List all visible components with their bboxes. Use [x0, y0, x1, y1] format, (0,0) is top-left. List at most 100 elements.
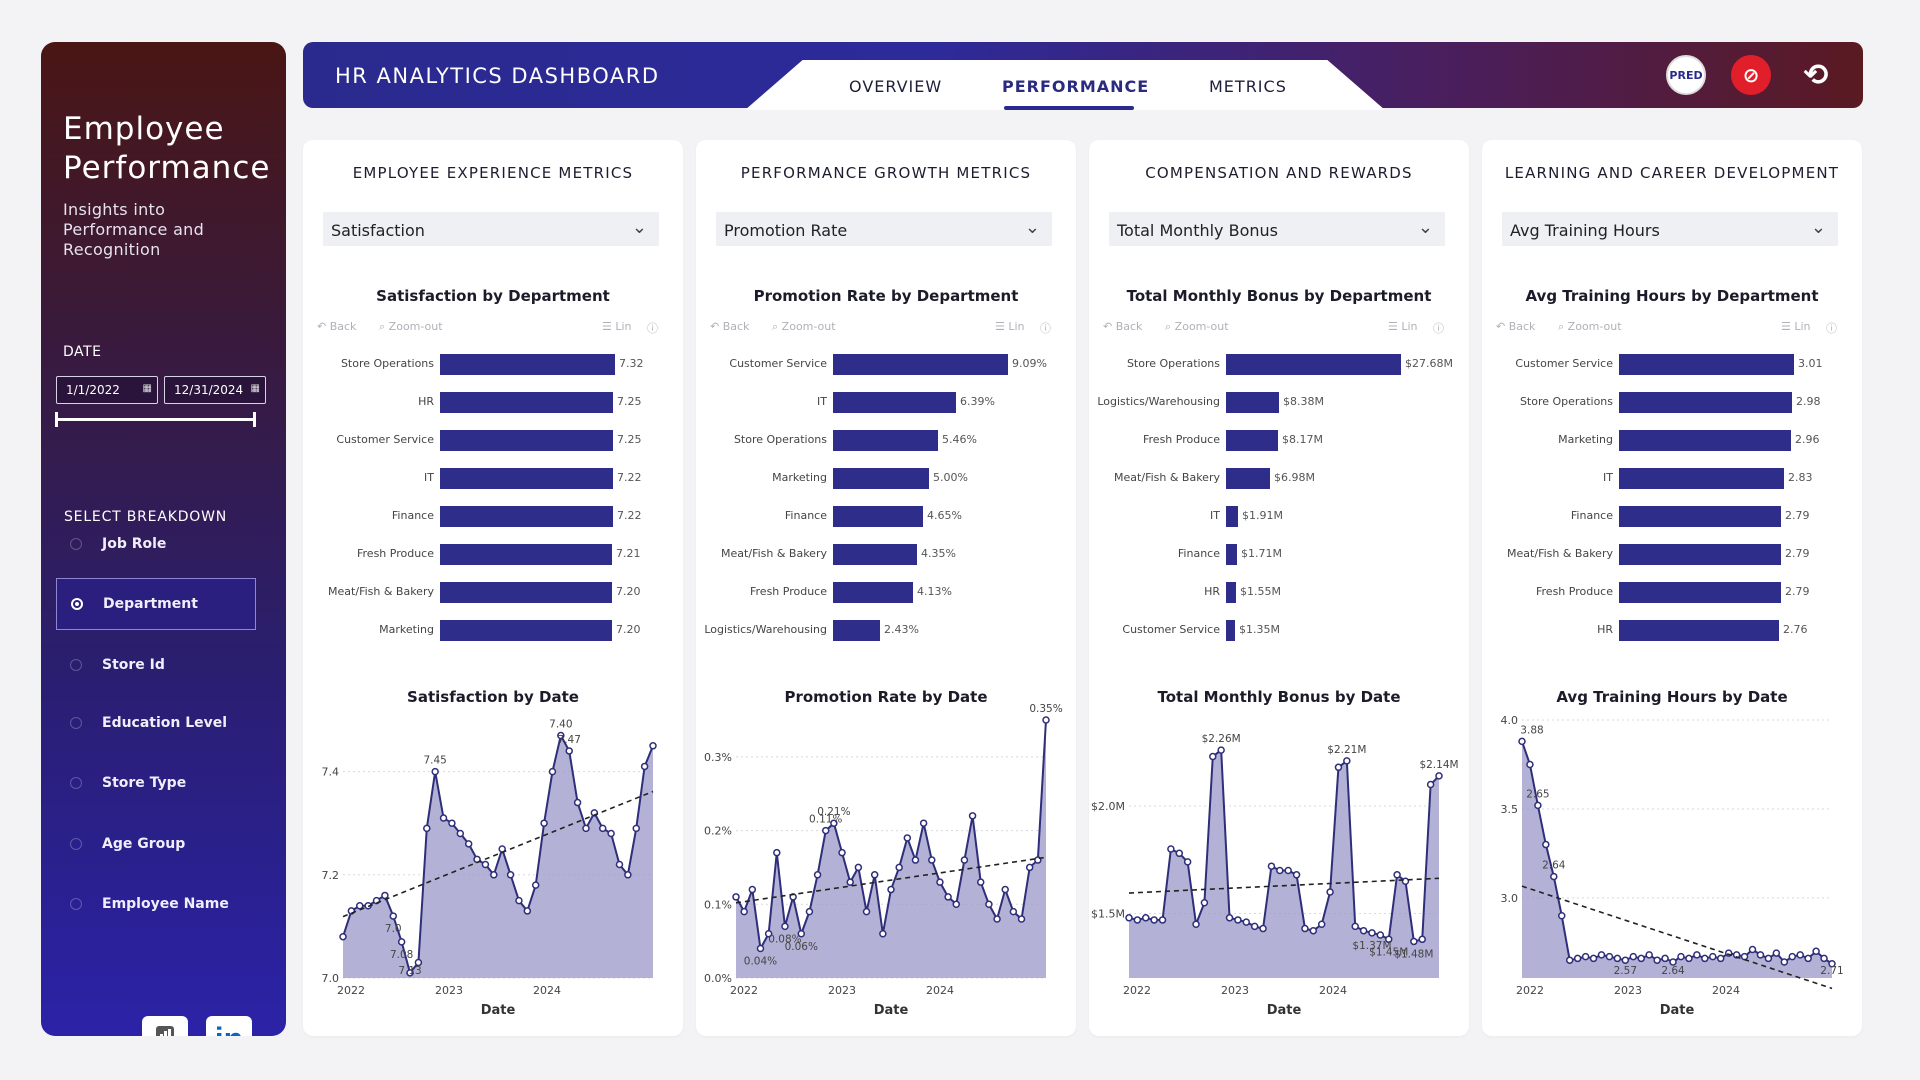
powerbi-icon[interactable]: PRED — [1666, 55, 1706, 95]
data-point[interactable] — [1605, 952, 1614, 961]
data-point[interactable] — [903, 834, 912, 842]
data-point[interactable] — [1334, 763, 1343, 772]
data-point[interactable] — [1284, 866, 1292, 875]
data-point[interactable] — [1142, 914, 1150, 922]
bar[interactable] — [1619, 468, 1784, 489]
bar[interactable] — [1619, 544, 1781, 565]
radio-button[interactable] — [70, 777, 82, 789]
tab-overview[interactable]: OVERVIEW — [849, 77, 943, 96]
data-point[interactable] — [607, 829, 615, 838]
data-point[interactable] — [1259, 924, 1267, 933]
bar[interactable] — [440, 506, 613, 527]
metric-dropdown[interactable]: Promotion Rate ⌄ — [716, 212, 1052, 246]
bar[interactable] — [440, 582, 612, 603]
tab-performance[interactable]: PERFORMANCE — [1002, 77, 1150, 96]
data-point[interactable] — [1401, 877, 1410, 885]
data-point[interactable] — [582, 824, 590, 833]
date-slider-track[interactable] — [56, 418, 256, 421]
data-point[interactable] — [598, 824, 607, 833]
data-point[interactable] — [1756, 951, 1765, 959]
data-point[interactable] — [381, 891, 389, 900]
bar[interactable] — [833, 620, 880, 641]
back-button[interactable]: ↶ Back — [710, 320, 749, 333]
bar[interactable] — [440, 544, 612, 565]
chevron-down-icon[interactable]: ⌄ — [1417, 217, 1433, 238]
data-point[interactable] — [1317, 920, 1326, 928]
data-point[interactable] — [1780, 958, 1789, 966]
data-point[interactable] — [1597, 951, 1606, 959]
data-point[interactable] — [1025, 863, 1034, 872]
data-point[interactable] — [879, 930, 887, 938]
linear-scale-button[interactable]: ☰ Lin — [1781, 320, 1811, 333]
data-point[interactable] — [1645, 951, 1653, 959]
data-point[interactable] — [993, 915, 1001, 923]
radio-button[interactable] — [70, 717, 82, 729]
data-point[interactable] — [1426, 780, 1435, 789]
data-point[interactable] — [1418, 935, 1426, 944]
data-point[interactable] — [862, 907, 871, 916]
data-point[interactable] — [1150, 916, 1158, 924]
linear-scale-button[interactable]: ☰ Lin — [995, 320, 1025, 333]
data-point[interactable] — [1796, 951, 1804, 959]
data-point[interactable] — [339, 932, 347, 941]
data-point[interactable] — [764, 930, 773, 938]
data-point[interactable] — [414, 958, 423, 967]
bar[interactable] — [1226, 354, 1401, 375]
data-point[interactable] — [389, 912, 398, 920]
bar[interactable] — [1619, 620, 1779, 641]
radio-button[interactable] — [70, 838, 82, 850]
bar[interactable] — [1226, 620, 1235, 641]
data-point[interactable] — [448, 819, 456, 827]
data-point[interactable] — [1133, 916, 1142, 924]
data-point[interactable] — [1309, 926, 1318, 935]
data-point[interactable] — [985, 900, 993, 909]
linkedin-logo[interactable]: in — [206, 1016, 252, 1036]
data-point[interactable] — [1234, 916, 1242, 924]
data-point[interactable] — [615, 860, 624, 869]
data-point[interactable] — [1804, 954, 1812, 963]
data-point[interactable] — [797, 930, 806, 938]
bar[interactable] — [440, 354, 615, 375]
breakdown-option-age-group[interactable]: Age Group — [56, 818, 256, 870]
back-button[interactable]: ↶ Back — [317, 320, 356, 333]
radio-button[interactable] — [70, 659, 82, 671]
data-point[interactable] — [846, 878, 854, 886]
breakdown-option-education-level[interactable]: Education Level — [56, 697, 256, 749]
data-point[interactable] — [1368, 929, 1376, 937]
report-logo[interactable] — [142, 1016, 188, 1036]
data-point[interactable] — [732, 893, 740, 901]
breakdown-option-store-type[interactable]: Store Type — [56, 757, 256, 809]
data-point[interactable] — [1393, 871, 1401, 879]
bar[interactable] — [833, 392, 956, 413]
refresh-icon[interactable]: ⟲ — [1803, 57, 1829, 93]
bar[interactable] — [833, 544, 917, 565]
data-point[interactable] — [557, 731, 565, 740]
breakdown-option-employee-name[interactable]: Employee Name — [56, 878, 256, 930]
data-point[interactable] — [944, 893, 952, 901]
data-point[interactable] — [1669, 958, 1677, 966]
data-point[interactable] — [1621, 956, 1630, 964]
date-end-input[interactable]: 12/31/2024 ▦ — [164, 376, 266, 404]
data-point[interactable] — [1828, 960, 1836, 968]
bar[interactable] — [1619, 430, 1791, 451]
zoom-out-button[interactable]: ⌕ Zoom-out — [772, 320, 836, 334]
data-point[interactable] — [740, 907, 748, 916]
data-point[interactable] — [1526, 760, 1534, 769]
bar[interactable] — [833, 506, 923, 527]
data-point[interactable] — [490, 871, 498, 879]
data-point[interactable] — [1175, 849, 1184, 858]
date-slider-start-handle[interactable] — [55, 412, 58, 427]
bar[interactable] — [1226, 430, 1278, 451]
data-point[interactable] — [936, 878, 944, 886]
help-icon[interactable]: ⓘ — [1826, 322, 1837, 335]
data-point[interactable] — [1772, 949, 1781, 957]
data-point[interactable] — [821, 826, 830, 835]
data-point[interactable] — [439, 814, 448, 822]
data-point[interactable] — [1410, 937, 1418, 946]
linear-scale-button[interactable]: ☰ Lin — [602, 320, 632, 333]
date-slider-end-handle[interactable] — [253, 412, 256, 427]
data-point[interactable] — [1384, 935, 1393, 944]
data-point[interactable] — [1125, 914, 1133, 922]
data-point[interactable] — [756, 944, 765, 953]
data-point[interactable] — [1267, 862, 1276, 870]
